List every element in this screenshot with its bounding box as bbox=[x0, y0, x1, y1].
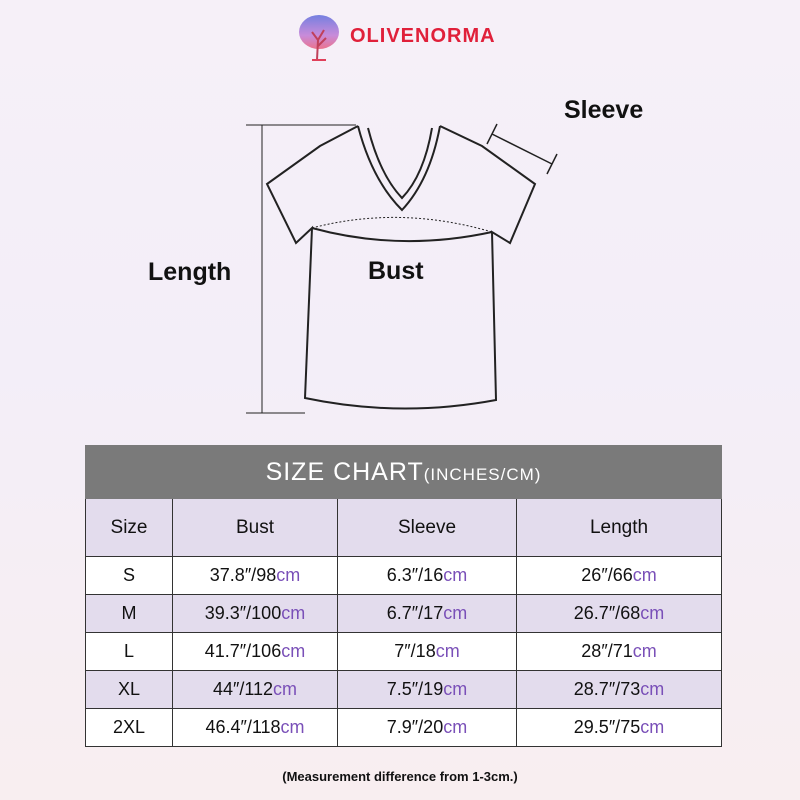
unit-label: cm bbox=[640, 603, 665, 623]
unit-label: cm bbox=[443, 603, 468, 623]
header-size: Size bbox=[85, 498, 173, 557]
table-title: SIZE CHART(INCHES/CM) bbox=[84, 445, 723, 499]
table-row: 2XL 46.4″/118cm 7.9″/20cm 29.5″/75cm bbox=[85, 708, 723, 747]
table-row: S 37.8″/98cm 6.3″/16cm 26″/66cm bbox=[85, 556, 723, 595]
size-cell: L bbox=[85, 632, 173, 671]
size-cell: XL bbox=[85, 670, 173, 709]
sleeve-value: 7.9″/20 bbox=[386, 717, 444, 737]
unit-label: cm bbox=[632, 641, 657, 661]
bust-value: 41.7″/106 bbox=[204, 641, 282, 661]
bust-value: 46.4″/118 bbox=[205, 717, 281, 737]
length-value: 26″/66 bbox=[581, 565, 633, 585]
sleeve-cell: 7.5″/19cm bbox=[337, 670, 517, 709]
sleeve-value: 6.3″/16 bbox=[386, 565, 444, 585]
sleeve-cell: 7″/18cm bbox=[337, 632, 517, 671]
length-cell: 26″/66cm bbox=[515, 556, 723, 595]
bust-cell: 41.7″/106cm bbox=[172, 632, 338, 671]
sleeve-label: Sleeve bbox=[564, 96, 644, 124]
bust-cell: 46.4″/118cm bbox=[172, 708, 338, 747]
unit-label: cm bbox=[273, 679, 298, 699]
unit-label: cm bbox=[632, 565, 657, 585]
size-chart-table: SIZE CHART(INCHES/CM) Size Bust Sleeve L… bbox=[84, 445, 723, 747]
bust-label: Bust bbox=[368, 257, 424, 285]
length-cell: 28.7″/73cm bbox=[515, 670, 723, 709]
length-value: 28″/71 bbox=[581, 641, 633, 661]
bust-value: 37.8″/98 bbox=[209, 565, 277, 585]
header-sleeve: Sleeve bbox=[337, 498, 517, 557]
unit-label: cm bbox=[281, 603, 306, 623]
unit-label: cm bbox=[443, 679, 468, 699]
length-cell: 28″/71cm bbox=[515, 632, 723, 671]
sleeve-cell: 6.3″/16cm bbox=[337, 556, 517, 595]
table-row: XL 44″/112cm 7.5″/19cm 28.7″/73cm bbox=[85, 670, 723, 709]
measurement-note: (Measurement difference from 1-3cm.) bbox=[282, 769, 518, 784]
bust-value: 44″/112 bbox=[212, 679, 274, 699]
length-cell: 29.5″/75cm bbox=[515, 708, 723, 747]
unit-label: cm bbox=[276, 565, 301, 585]
unit-label: cm bbox=[443, 565, 468, 585]
unit-label: cm bbox=[443, 717, 468, 737]
length-value: 26.7″/68 bbox=[573, 603, 641, 623]
unit-label: cm bbox=[640, 717, 665, 737]
tree-logo-icon bbox=[299, 15, 339, 61]
bust-cell: 44″/112cm bbox=[172, 670, 338, 709]
length-value: 29.5″/75 bbox=[573, 717, 641, 737]
unit-label: cm bbox=[281, 641, 306, 661]
sleeve-value: 7″/18 bbox=[394, 641, 436, 661]
brand-name: OLIVENORMA bbox=[350, 24, 496, 47]
brand-logo: OLIVENORMA bbox=[296, 10, 496, 62]
unit-label: cm bbox=[280, 717, 305, 737]
bust-value: 39.3″/100 bbox=[204, 603, 282, 623]
bust-cell: 39.3″/100cm bbox=[172, 594, 338, 633]
sleeve-cell: 6.7″/17cm bbox=[337, 594, 517, 633]
size-cell: S bbox=[85, 556, 173, 595]
length-value: 28.7″/73 bbox=[573, 679, 641, 699]
unit-label: cm bbox=[435, 641, 460, 661]
bust-cell: 37.8″/98cm bbox=[172, 556, 338, 595]
sleeve-value: 7.5″/19 bbox=[386, 679, 444, 699]
size-cell: 2XL bbox=[85, 708, 173, 747]
header-length: Length bbox=[515, 498, 723, 557]
tshirt-diagram bbox=[246, 123, 558, 414]
header-bust: Bust bbox=[172, 498, 338, 557]
sleeve-value: 6.7″/17 bbox=[386, 603, 444, 623]
length-cell: 26.7″/68cm bbox=[515, 594, 723, 633]
unit-label: cm bbox=[640, 679, 665, 699]
length-label: Length bbox=[148, 258, 232, 286]
sleeve-cell: 7.9″/20cm bbox=[337, 708, 517, 747]
table-row: L 41.7″/106cm 7″/18cm 28″/71cm bbox=[85, 632, 723, 671]
size-cell: M bbox=[85, 594, 173, 633]
table-row: M 39.3″/100cm 6.7″/17cm 26.7″/68cm bbox=[85, 594, 723, 633]
